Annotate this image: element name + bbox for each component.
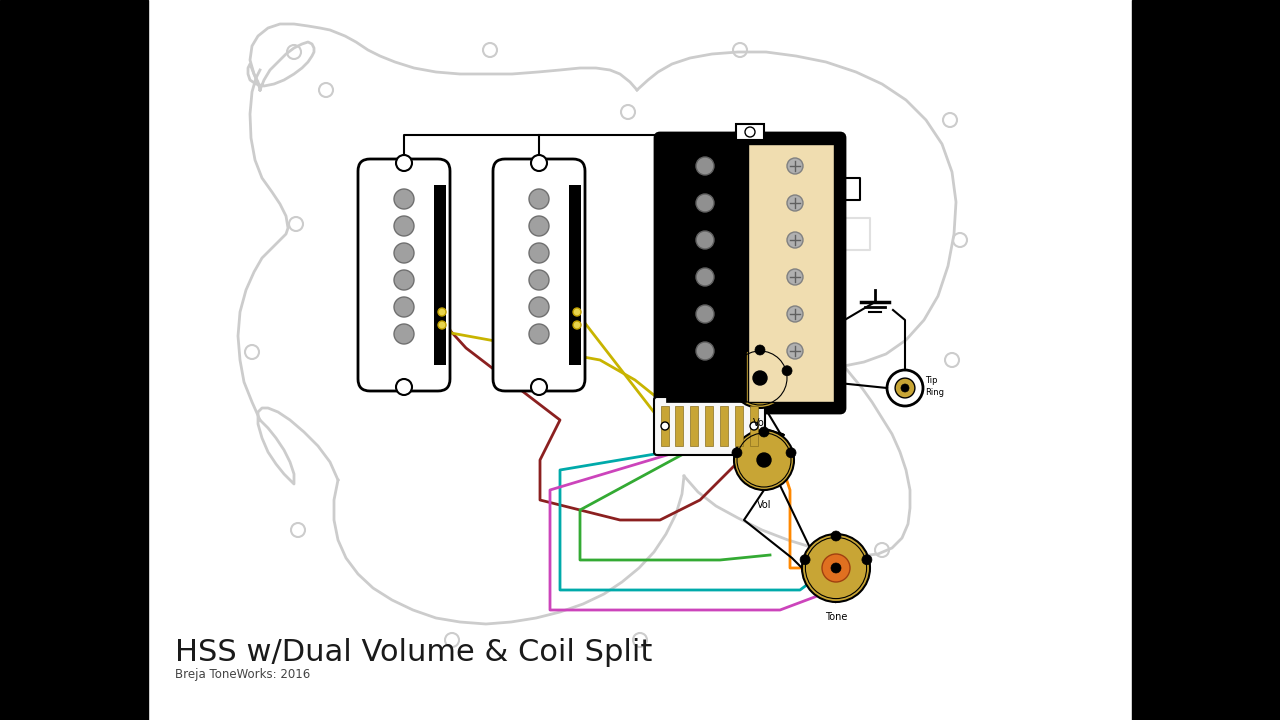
Text: Tip: Tip: [925, 376, 937, 384]
Circle shape: [745, 127, 755, 137]
Text: Tone: Tone: [824, 612, 847, 622]
FancyBboxPatch shape: [654, 397, 765, 455]
Text: Breja ToneWorks: 2016: Breja ToneWorks: 2016: [175, 668, 310, 681]
Circle shape: [696, 157, 714, 175]
Bar: [719, 406, 728, 446]
Circle shape: [822, 554, 850, 582]
Circle shape: [531, 379, 547, 395]
Circle shape: [730, 348, 790, 408]
Text: Ring: Ring: [925, 387, 943, 397]
Circle shape: [396, 155, 412, 171]
Circle shape: [786, 448, 796, 458]
Circle shape: [732, 448, 742, 458]
Circle shape: [529, 243, 549, 263]
Circle shape: [696, 342, 714, 360]
Text: Vol: Vol: [756, 500, 772, 510]
FancyBboxPatch shape: [493, 159, 585, 391]
Circle shape: [394, 189, 413, 209]
Circle shape: [394, 243, 413, 263]
Bar: [705, 406, 713, 446]
Bar: [660, 406, 669, 446]
Bar: [666, 144, 746, 402]
FancyBboxPatch shape: [655, 133, 845, 413]
Circle shape: [438, 308, 445, 316]
Circle shape: [728, 366, 739, 376]
Circle shape: [696, 194, 714, 212]
Circle shape: [529, 216, 549, 236]
Circle shape: [782, 366, 792, 376]
Circle shape: [756, 453, 771, 467]
Circle shape: [861, 554, 872, 564]
Text: Vol: Vol: [753, 418, 767, 428]
Circle shape: [800, 554, 810, 564]
Circle shape: [831, 531, 841, 541]
Circle shape: [787, 195, 803, 211]
Circle shape: [529, 297, 549, 317]
FancyBboxPatch shape: [358, 159, 451, 391]
Circle shape: [394, 216, 413, 236]
Circle shape: [396, 379, 412, 395]
Circle shape: [531, 155, 547, 171]
Bar: [748, 144, 835, 402]
Polygon shape: [434, 185, 445, 365]
Circle shape: [438, 321, 445, 329]
Circle shape: [394, 324, 413, 344]
Circle shape: [895, 378, 915, 398]
Circle shape: [803, 534, 870, 602]
Bar: [690, 406, 698, 446]
Circle shape: [696, 305, 714, 323]
Circle shape: [787, 306, 803, 322]
Circle shape: [696, 268, 714, 286]
Bar: [736, 124, 764, 140]
Circle shape: [660, 422, 669, 430]
Circle shape: [901, 384, 909, 392]
Bar: [750, 406, 758, 446]
Circle shape: [787, 343, 803, 359]
Circle shape: [750, 422, 758, 430]
Circle shape: [394, 297, 413, 317]
Circle shape: [733, 430, 794, 490]
Circle shape: [696, 231, 714, 249]
Circle shape: [394, 270, 413, 290]
Circle shape: [759, 427, 769, 437]
Circle shape: [529, 270, 549, 290]
Circle shape: [529, 189, 549, 209]
Circle shape: [831, 563, 841, 573]
Bar: [1132, 0, 1280, 720]
Circle shape: [755, 345, 765, 355]
Polygon shape: [570, 185, 581, 365]
Bar: [675, 406, 684, 446]
Circle shape: [787, 232, 803, 248]
Bar: [735, 406, 742, 446]
Circle shape: [573, 308, 581, 316]
Circle shape: [529, 324, 549, 344]
Circle shape: [753, 371, 767, 385]
Circle shape: [787, 158, 803, 174]
Text: HSS w/Dual Volume & Coil Split: HSS w/Dual Volume & Coil Split: [175, 638, 653, 667]
Bar: [0, 0, 148, 720]
Circle shape: [573, 321, 581, 329]
Circle shape: [787, 269, 803, 285]
